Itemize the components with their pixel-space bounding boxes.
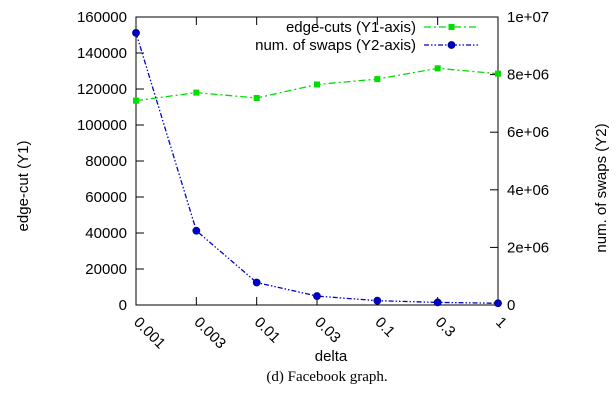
- plot-frame: [135, 16, 499, 306]
- y2-tick-label: 6e+06: [507, 124, 549, 141]
- y2-tick-label: 2e+06: [507, 239, 549, 256]
- y2-tick-label: 8e+06: [507, 67, 549, 84]
- y1-tick-label: 0: [119, 297, 127, 314]
- x-tick-label: 0.01: [251, 314, 284, 347]
- x-tick-label: 1: [492, 314, 510, 332]
- y1-tick-label: 140000: [77, 45, 127, 62]
- legend-marker-1: [447, 41, 456, 49]
- x-tick-label: 0.003: [191, 314, 230, 353]
- figure-caption: (d) Facebook graph.: [266, 369, 387, 385]
- y1-axis-label: edge-cut (Y1): [15, 141, 32, 232]
- x-tick-label: 0.03: [311, 314, 344, 347]
- y1-tick-label: 80000: [85, 153, 127, 170]
- series-layer: [132, 28, 502, 308]
- series-0-point: [193, 89, 200, 96]
- legend-label: num. of swaps (Y2-axis): [255, 37, 416, 54]
- legend-label: edge-cuts (Y1-axis): [286, 19, 416, 36]
- series-0-point: [495, 70, 501, 77]
- series-0-point: [374, 76, 381, 83]
- y2-tick-label: 0: [507, 297, 515, 314]
- series-1-point: [494, 299, 502, 308]
- legend-marker-0: [448, 24, 455, 30]
- y1-tick-label: 20000: [85, 261, 127, 278]
- y2-tick-label: 4e+06: [507, 182, 549, 199]
- x-axis: 0.001 0.003 0.01 0.03 0.1 0.3 1: [130, 17, 510, 352]
- series-0-point: [133, 97, 139, 104]
- legend: edge-cuts (Y1-axis)num. of swaps (Y2-axi…: [255, 19, 479, 54]
- y2-tick-label: 1e+07: [507, 9, 549, 26]
- series-1-point: [252, 278, 261, 287]
- series-1-point: [192, 226, 201, 235]
- y1-tick-label: 100000: [77, 117, 127, 134]
- x-tick-label: 0.1: [372, 314, 399, 341]
- series-line-1: [135, 32, 499, 304]
- series-0-point: [253, 95, 260, 101]
- y1-tick-label: 60000: [85, 189, 127, 206]
- series-0-point: [434, 65, 441, 72]
- x-tick-label: 0.3: [432, 314, 459, 341]
- series-1-point: [313, 292, 321, 300]
- y1-tick-label: 40000: [85, 225, 127, 242]
- y1-tick-label: 120000: [77, 81, 127, 98]
- x-tick-label: 0.001: [130, 314, 169, 353]
- x-axis-label: delta: [315, 348, 348, 365]
- y1-tick-label: 160000: [77, 9, 127, 26]
- series-0-point: [314, 81, 320, 88]
- y2-axis: 0 2e+06 4e+06 6e+06 8e+06 1e+07: [490, 9, 549, 314]
- series-1-point: [373, 296, 382, 305]
- series-1-point: [433, 298, 442, 307]
- y2-axis-label: num. of swaps (Y2): [593, 123, 610, 252]
- plot-border: [135, 16, 499, 306]
- y1-axis: 0 20000 40000 60000 80000 100000 120000 140000 1…: [77, 9, 144, 314]
- series-1-point: [132, 28, 140, 37]
